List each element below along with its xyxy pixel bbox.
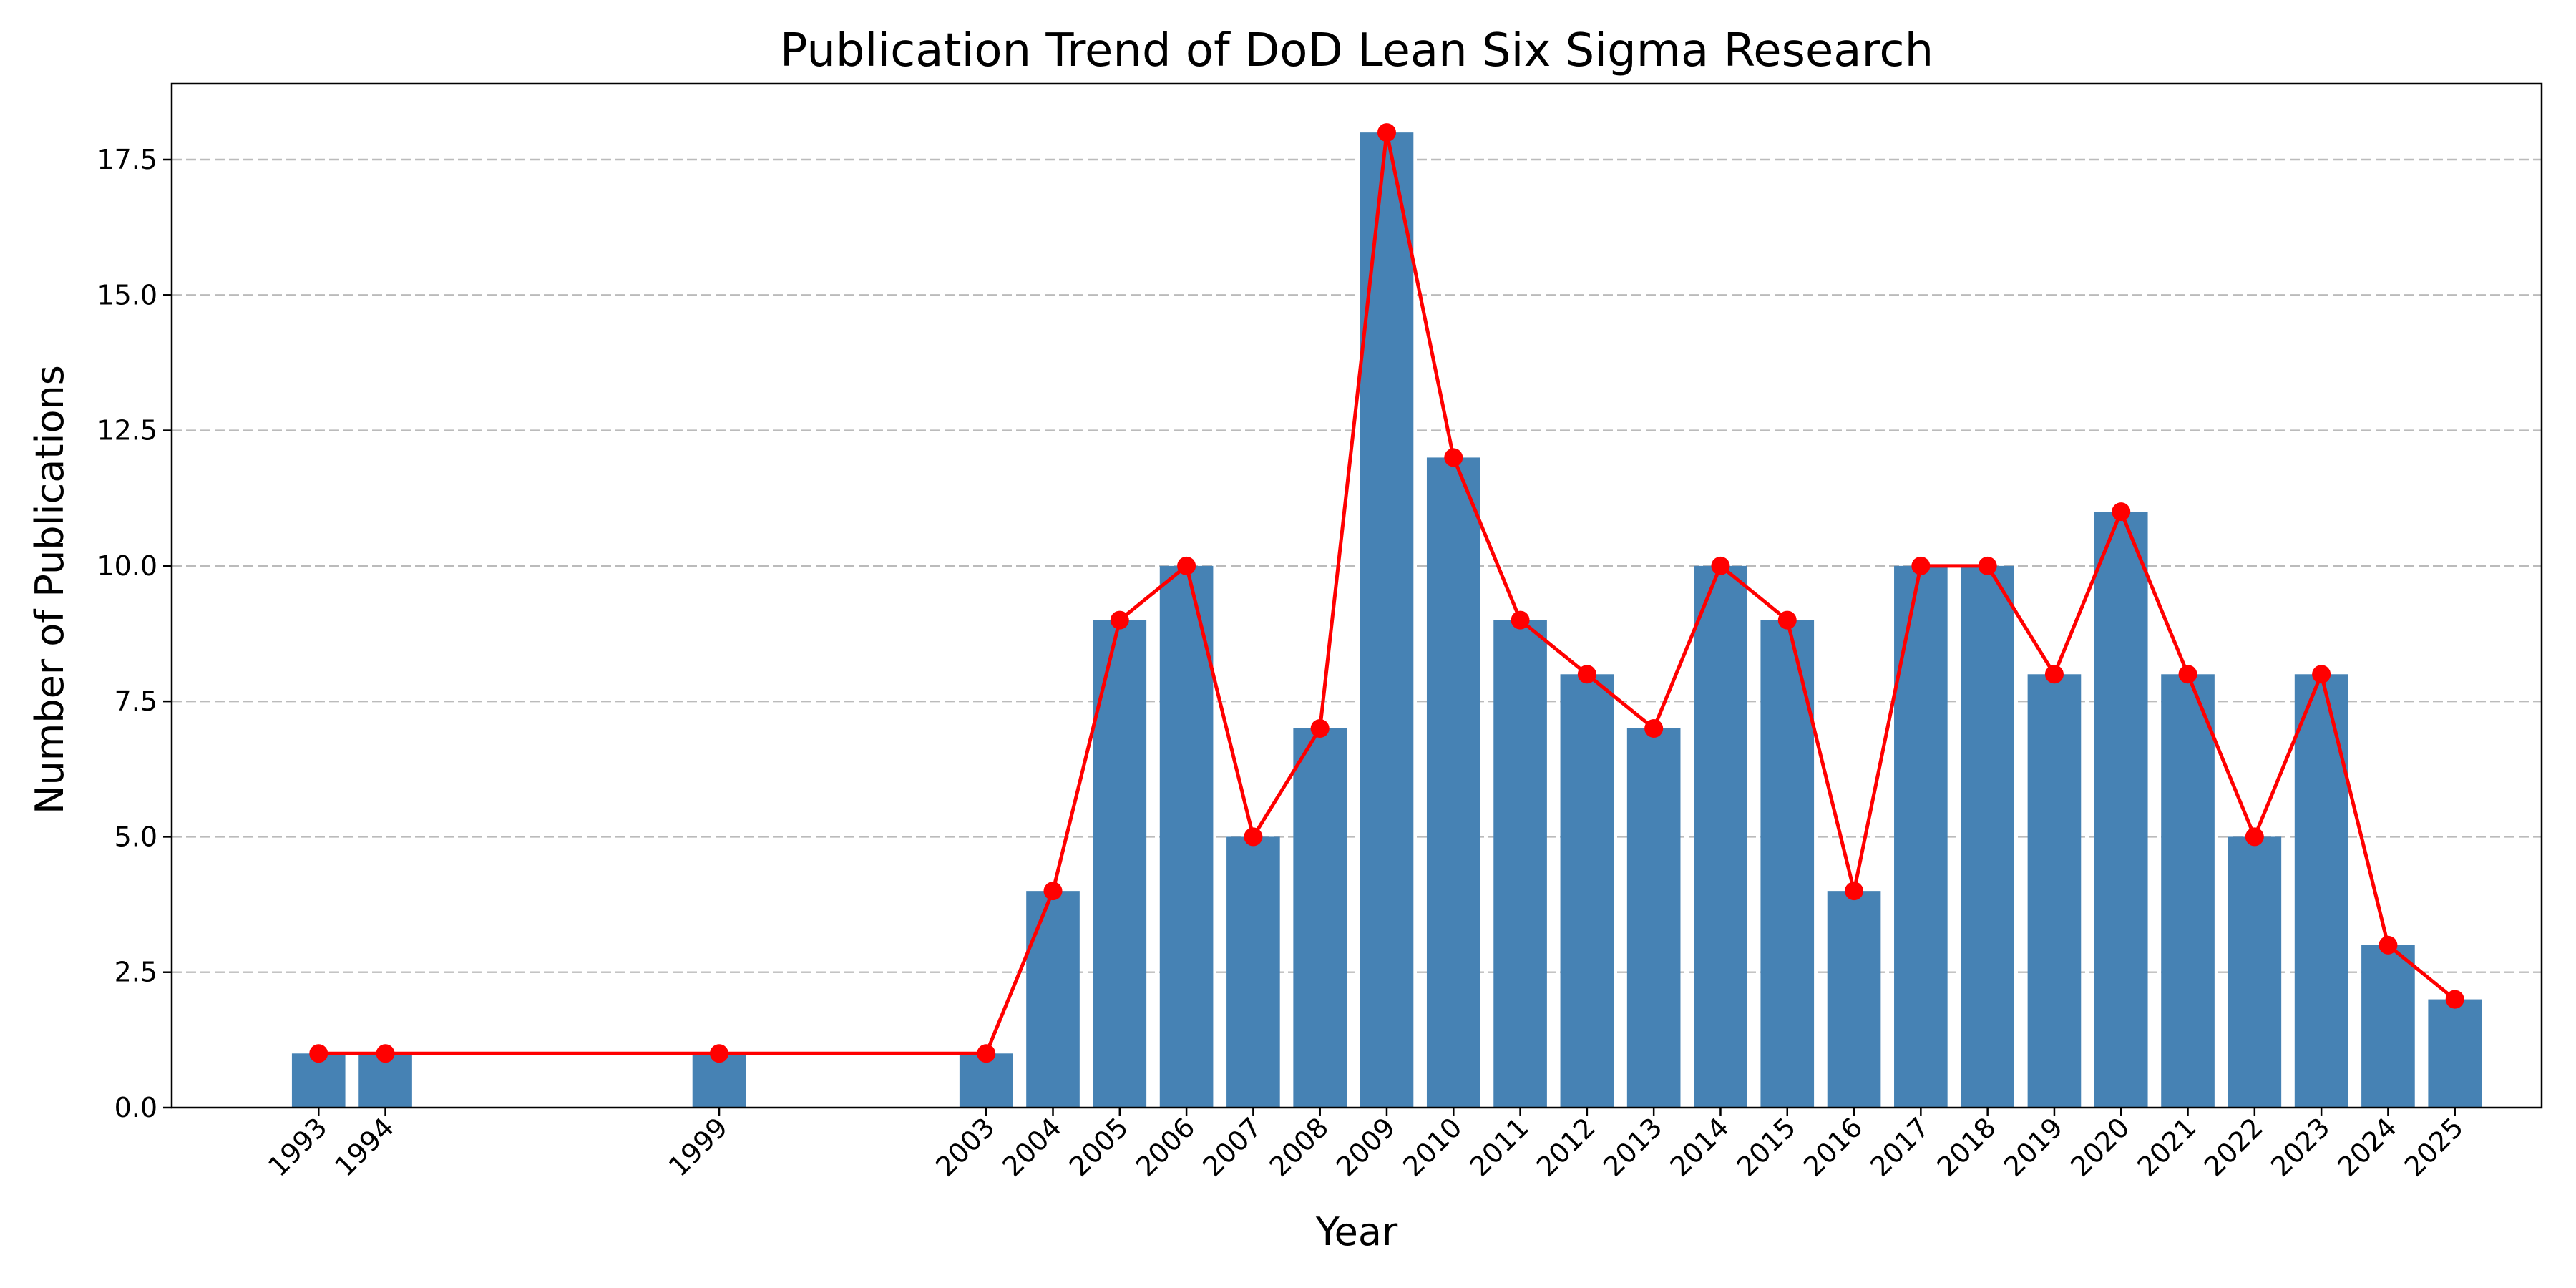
y-axis-label: Number of Publications xyxy=(27,365,72,814)
bar-2012 xyxy=(1560,674,1614,1108)
y-tick-label: 5.0 xyxy=(114,821,157,852)
bar-2023 xyxy=(2294,674,2348,1108)
bar-2014 xyxy=(1694,565,1747,1108)
bar-2006 xyxy=(1159,565,1214,1108)
point-2005 xyxy=(1110,610,1129,630)
y-tick-label: 10.0 xyxy=(97,550,157,582)
point-2020 xyxy=(2112,502,2131,522)
y-tick-label: 2.5 xyxy=(114,957,157,988)
point-2013 xyxy=(1644,719,1664,738)
bar-2015 xyxy=(1760,620,1815,1108)
bar-2021 xyxy=(2161,674,2215,1108)
bar-2009 xyxy=(1360,132,1414,1108)
line-series xyxy=(309,123,2464,1063)
point-2016 xyxy=(1845,882,1864,901)
chart-title: Publication Trend of DoD Lean Six Sigma … xyxy=(780,24,1933,77)
y-axis-ticks: 0.0 2.5 5.0 7.5 10.0 12.5 15.0 17.5 xyxy=(97,144,172,1123)
bar-2004 xyxy=(1026,891,1080,1108)
bar-2007 xyxy=(1226,836,1280,1108)
bar-2018 xyxy=(1961,565,2014,1108)
plot-frame xyxy=(170,82,2543,1109)
bar-2024 xyxy=(2361,945,2415,1108)
point-1993 xyxy=(309,1044,328,1063)
point-2023 xyxy=(2312,665,2331,684)
y-tick-label: 12.5 xyxy=(97,415,157,447)
point-1994 xyxy=(376,1044,395,1063)
y-tick-label: 15.0 xyxy=(97,279,157,311)
bar-2010 xyxy=(1426,457,1480,1108)
point-2019 xyxy=(2044,665,2064,684)
point-2007 xyxy=(1244,827,1263,847)
trend-line xyxy=(318,130,2457,1055)
point-2004 xyxy=(1043,882,1063,901)
bar-2016 xyxy=(1827,891,1881,1108)
point-2006 xyxy=(1177,556,1196,575)
bar-2019 xyxy=(2027,674,2082,1108)
point-2012 xyxy=(1577,665,1596,684)
x-axis-label: Year xyxy=(1315,1209,1398,1254)
point-2011 xyxy=(1511,610,1530,630)
bar-2008 xyxy=(1293,728,1347,1108)
point-2003 xyxy=(977,1044,996,1063)
y-tick-label: 7.5 xyxy=(114,686,157,717)
point-2014 xyxy=(1711,556,1730,575)
point-2017 xyxy=(1911,556,1931,575)
point-2008 xyxy=(1310,719,1330,738)
point-1999 xyxy=(710,1044,729,1063)
bar-2022 xyxy=(2228,836,2282,1108)
point-2015 xyxy=(1777,610,1797,630)
y-tick-label: 0.0 xyxy=(114,1092,157,1123)
point-2022 xyxy=(2245,827,2264,847)
bar-2011 xyxy=(1493,620,1547,1108)
bar-2005 xyxy=(1093,620,1147,1108)
y-tick-label: 17.5 xyxy=(97,144,157,175)
point-2021 xyxy=(2178,665,2197,684)
bar-2013 xyxy=(1626,728,1681,1108)
point-2009 xyxy=(1377,123,1396,142)
bar-series xyxy=(291,132,2482,1108)
bar-2020 xyxy=(2094,512,2148,1108)
point-2010 xyxy=(1444,448,1463,467)
point-2018 xyxy=(1978,556,1997,575)
bar-2017 xyxy=(1894,565,1948,1108)
bar-2025 xyxy=(2428,999,2482,1108)
point-2025 xyxy=(2445,990,2464,1009)
point-2024 xyxy=(2379,935,2398,955)
